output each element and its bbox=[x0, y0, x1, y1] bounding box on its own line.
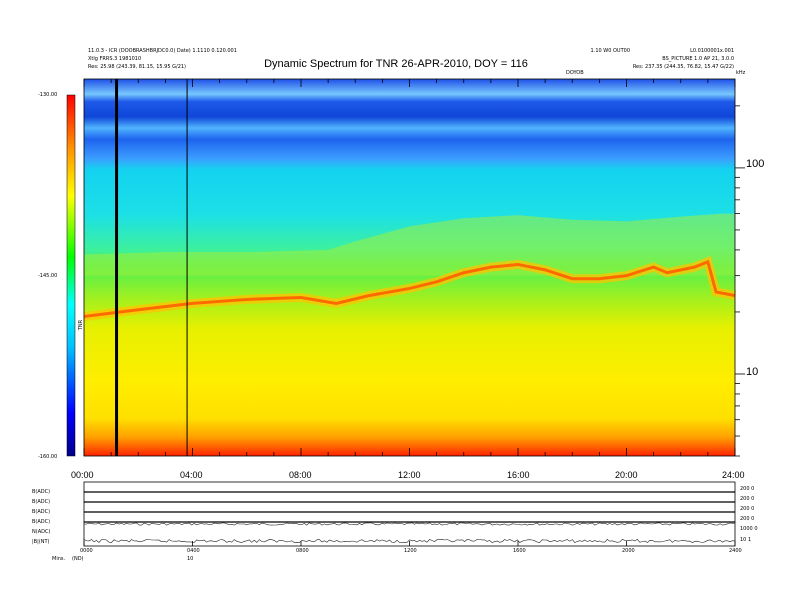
bottom-tick-5: 2000 bbox=[622, 548, 635, 554]
colorbar-tick-top: -130.00 bbox=[38, 92, 58, 98]
right-axis-label-4: 200 0 bbox=[740, 516, 755, 522]
x-tick-6: 24:00 bbox=[722, 470, 745, 480]
header-right-line-4: Res: 237.35 (244.35, 76.82, 15.47 G/22) bbox=[632, 64, 734, 70]
bottom-label-mins: Mins. bbox=[52, 556, 66, 562]
header-left-line-2: Xtlg FRRS.3 1981010 bbox=[88, 56, 142, 62]
panel-label-5: N(ADC) bbox=[32, 529, 51, 535]
panel-label-1: B(ADC) bbox=[32, 489, 51, 495]
panel-label-2: B(ADC) bbox=[32, 499, 51, 505]
bottom-tick-4: 1600 bbox=[513, 548, 526, 554]
y-axis-unit: kHz bbox=[736, 70, 746, 76]
lower-panels bbox=[83, 481, 736, 547]
bottom-label-mid: 10 bbox=[187, 556, 194, 562]
right-axis-label-6: 10 1 bbox=[740, 537, 752, 543]
bottom-tick-0: 0000 bbox=[80, 548, 93, 554]
colorbar-tick-mid: -145.00 bbox=[38, 273, 58, 279]
chart-title: Dynamic Spectrum for TNR 26-APR-2010, DO… bbox=[264, 58, 528, 70]
bottom-label-nd: (ND) bbox=[72, 556, 84, 562]
header-left-line-1: 11.0.3 - ICR (DOOBRASHBRJDC0.0) Date) 1.… bbox=[88, 48, 237, 54]
panel-label-4: B(ADC) bbox=[32, 519, 51, 525]
right-axis-label-1: 200 0 bbox=[740, 486, 755, 492]
panel-label-6: |B|(NT) bbox=[32, 539, 50, 545]
x-tick-4: 16:00 bbox=[507, 470, 530, 480]
panel-label-3: B(ADC) bbox=[32, 509, 51, 515]
colorbar-tick-bottom: -160.00 bbox=[38, 454, 58, 460]
green-band bbox=[84, 213, 735, 276]
header-right-line-3: BS_PICTURE 1.0 AP 21, 3.0.0 bbox=[662, 56, 734, 62]
right-axis-label-5: 1000 0 bbox=[740, 526, 758, 532]
header-right-line-1: 1.10 W0 OUT00 bbox=[590, 48, 630, 54]
header-right-line-2: L0.0100001x.001 bbox=[690, 48, 734, 54]
x-tick-1: 04:00 bbox=[180, 470, 203, 480]
x-tick-5: 20:00 bbox=[615, 470, 638, 480]
emission-line bbox=[83, 259, 736, 319]
colorbar bbox=[66, 94, 76, 457]
bottom-tick-1: 0400 bbox=[187, 548, 200, 554]
header-left-line-3: Res: 25.98 (243.39, 81.15, 15.95 G/21) bbox=[88, 64, 187, 70]
panel-noise-trace bbox=[83, 522, 736, 526]
x-tick-0: 00:00 bbox=[71, 470, 94, 480]
right-axis-label-3: 200 0 bbox=[740, 506, 755, 512]
bottom-tick-6: 2400 bbox=[729, 548, 742, 554]
bottom-tick-2: 0800 bbox=[296, 548, 309, 554]
right-axis-label-2: 200 0 bbox=[740, 496, 755, 502]
x-tick-2: 08:00 bbox=[289, 470, 312, 480]
y-axis-ticks bbox=[735, 105, 745, 457]
x-tick-3: 12:00 bbox=[398, 470, 421, 480]
bottom-tick-3: 1200 bbox=[404, 548, 417, 554]
spectrum-marks bbox=[83, 79, 736, 456]
x-label-top: DOYOB bbox=[566, 70, 584, 76]
y-tick-10: 10 bbox=[746, 366, 759, 378]
y-tick-100: 100 bbox=[746, 158, 765, 170]
x-axis-ticks bbox=[83, 79, 736, 456]
